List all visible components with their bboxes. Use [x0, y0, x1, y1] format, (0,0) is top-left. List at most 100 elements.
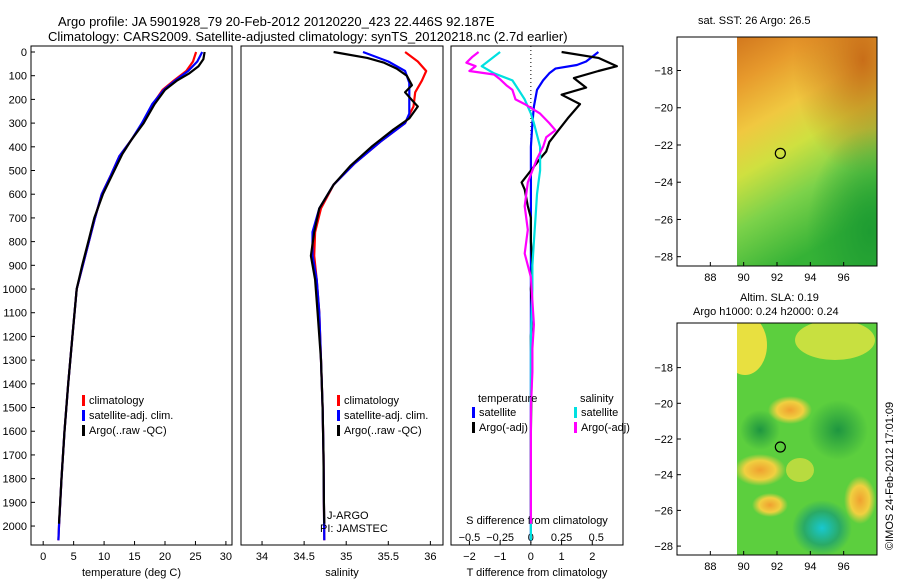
y-tick-label: 1500 — [3, 403, 27, 415]
x-tick-label: 15 — [128, 551, 140, 563]
x-tick-label: 0 — [528, 551, 534, 563]
legend-label: satellite — [581, 407, 618, 419]
profile-location-marker — [774, 441, 786, 453]
x-tick-label: 36 — [424, 551, 436, 563]
sst-field-se — [737, 37, 877, 266]
map-y-tick-label: −28 — [654, 252, 673, 264]
x-tick-label: 35 — [340, 551, 352, 563]
legend-label: satellite-adj. clim. — [89, 410, 173, 422]
sla-map-title: Altim. SLA: 0.19 — [740, 292, 819, 304]
map-y-tick-label: −24 — [654, 177, 673, 189]
y-tick-label: 2000 — [3, 521, 27, 533]
s-tick-label: 0.25 — [551, 532, 572, 544]
sst-map-axes: 88 90 92 94 96 −18 −20 −22 −24 −26 −28 — [654, 66, 849, 284]
legend-label: Argo(..raw -QC) — [344, 425, 422, 437]
map-y-tick-label: −22 — [654, 140, 673, 152]
sla-yellow-patch — [795, 323, 875, 360]
legend-swatch — [337, 425, 340, 436]
series-line — [465, 51, 557, 524]
map-x-tick-label: 96 — [838, 272, 850, 284]
sla-map-subtitle: Argo h1000: 0.24 h2000: 0.24 — [693, 306, 839, 318]
series-line — [313, 51, 428, 541]
legend-label: satellite — [479, 407, 516, 419]
map-x-tick-label: 90 — [738, 272, 750, 284]
x-tick-label: 10 — [98, 551, 110, 563]
sla-orange-patch — [768, 396, 812, 424]
y-tick-label: 900 — [9, 260, 27, 272]
y-tick-label: 500 — [9, 166, 27, 178]
sla-orange-patch — [844, 476, 876, 524]
legend-swatch — [574, 407, 577, 418]
profile-location-marker — [774, 147, 786, 159]
legend-swatch — [337, 395, 340, 406]
y-tick-label: 0 — [21, 47, 27, 59]
x-tick-label: 34 — [256, 551, 268, 563]
legend-swatch — [574, 422, 577, 433]
x-tick-label: −2 — [463, 551, 476, 563]
sla-dark-patch — [808, 400, 868, 460]
y-tick-label: 1800 — [3, 474, 27, 486]
y-tick-label: 1100 — [3, 308, 27, 320]
y-tick-label: 1900 — [3, 497, 27, 509]
series-line — [57, 51, 198, 541]
pi-label: PI: JAMSTEC — [320, 523, 388, 535]
map-y-tick-label: −18 — [654, 363, 673, 375]
map-y-tick-label: −26 — [654, 214, 673, 226]
plot-frame — [30, 45, 233, 546]
x-tick-label: 2 — [589, 551, 595, 563]
sla-yellow-patch — [786, 458, 814, 482]
timestamp-stamp: ©IMOS 24-Feb-2012 17:01:09 — [884, 402, 896, 550]
map-y-tick-label: −22 — [654, 434, 673, 446]
legend-header: salinity — [580, 393, 614, 405]
legend-header: temperature — [478, 393, 537, 405]
s-tick-label: −0.5 — [459, 532, 481, 544]
sla-orange-patch — [737, 454, 786, 486]
series-line — [57, 51, 204, 541]
map-x-tick-label: 94 — [804, 272, 816, 284]
map-x-tick-label: 92 — [771, 561, 783, 573]
y-tick-label: 1000 — [3, 284, 27, 296]
platform-label: J-ARGO — [327, 510, 369, 522]
sla-dark-patch — [740, 410, 780, 450]
y-tick-label: 700 — [9, 213, 27, 225]
legend-label: Argo(-adj) — [581, 422, 630, 434]
x-tick-label: 30 — [220, 551, 232, 563]
map-x-tick-label: 96 — [838, 561, 850, 573]
series-line — [309, 50, 419, 524]
x-tick-label: 34.5 — [293, 551, 314, 563]
x-axis-label: salinity — [325, 567, 359, 579]
legend-label: climatology — [344, 395, 400, 407]
x-tick-label: 35.5 — [378, 551, 399, 563]
y-tick-label: 200 — [9, 94, 27, 106]
series-line — [529, 51, 600, 541]
legend-swatch — [82, 395, 85, 406]
s-tick-label: 0.5 — [589, 532, 604, 544]
sla-map-axes: 88 90 92 94 96 −18 −20 −22 −24 −26 −28 — [654, 363, 849, 573]
y-tick-label: 100 — [9, 71, 27, 83]
y-tick-label: 1400 — [3, 379, 27, 391]
map-y-tick-label: −28 — [654, 541, 673, 553]
difference-panel: −2 −1 0 1 2−0.5 −0.25 0 0.25 0.5S difference fro… — [450, 45, 630, 579]
legend-swatch — [472, 407, 475, 418]
x-axis-label: T difference from climatology — [467, 567, 608, 579]
map-y-tick-label: −20 — [654, 103, 673, 115]
legend-swatch — [337, 410, 340, 421]
y-tick-label: 800 — [9, 237, 27, 249]
header-line-2: Climatology: CARS2009. Satellite-adjuste… — [48, 29, 568, 44]
sla-map-panel: 88 90 92 94 96 −18 −20 −22 −24 −26 −28 — [654, 322, 878, 573]
x-axis-label: temperature (deg C) — [82, 567, 181, 579]
x-tick-label: 1 — [559, 551, 565, 563]
plot-frame — [240, 45, 444, 546]
s-axis-label: S difference from climatology — [466, 515, 608, 527]
sla-yellow-patch — [737, 323, 767, 375]
legend-swatch — [472, 422, 475, 433]
map-y-tick-label: −18 — [654, 66, 673, 78]
y-tick-label: 1700 — [3, 450, 27, 462]
x-tick-label: −1 — [494, 551, 507, 563]
salinity-panel: 34 34.5 35 35.5 36 salinity climatology satelli… — [240, 45, 444, 579]
y-tick-label: 1300 — [3, 355, 27, 367]
temperature-panel: 0100200300400500600700800900100011001200… — [3, 45, 233, 579]
sst-map-panel: 88 90 92 94 96 −18 −20 −22 −24 −26 −28 — [654, 36, 878, 284]
sla-orange-patch — [752, 493, 788, 517]
